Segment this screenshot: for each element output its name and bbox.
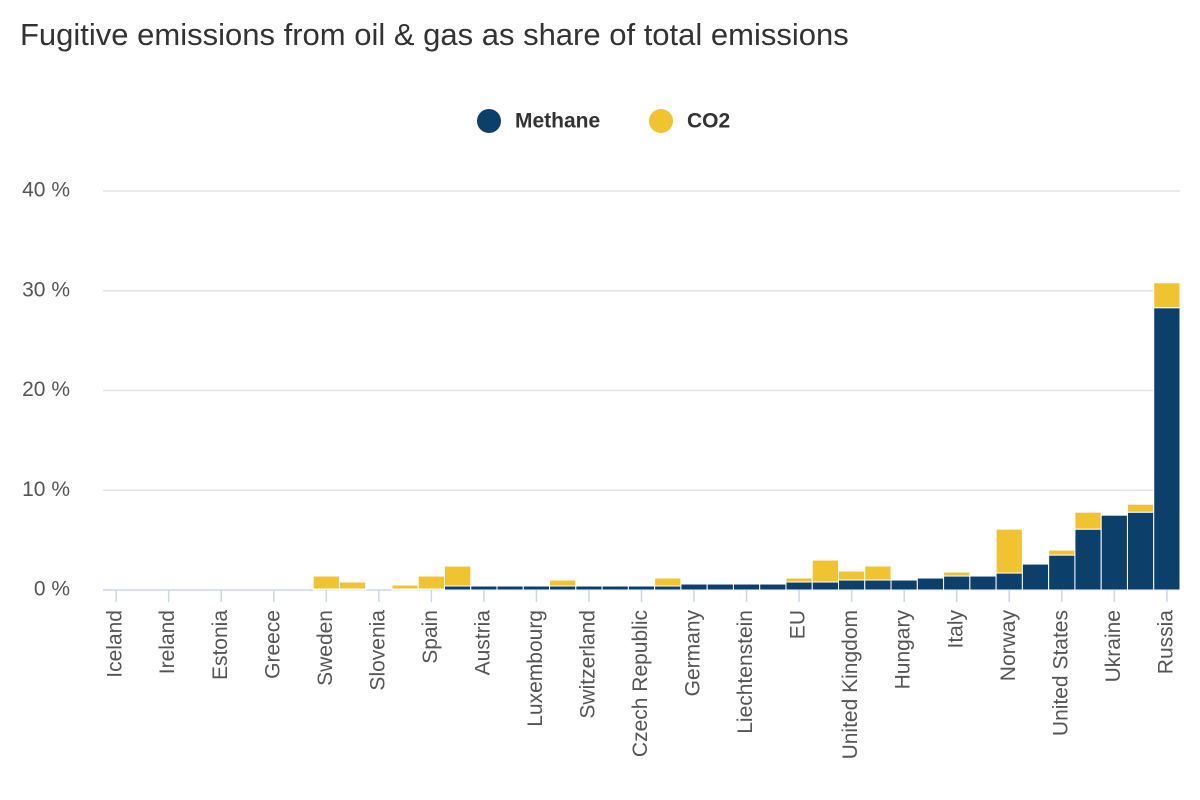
bar [759,583,787,591]
bar [943,575,971,591]
x-tick-label: United Kingdom [839,610,862,759]
bar [785,581,813,591]
x-tick-label: United States [1049,610,1072,736]
bar [864,579,892,591]
bar [627,585,656,591]
bar [732,583,761,591]
bar [1048,554,1076,591]
bar [969,575,997,591]
legend-label: Methane [515,110,600,133]
x-tick-label: Hungary [892,610,915,690]
bar [391,584,419,590]
bar [838,579,866,591]
bar [1153,307,1181,591]
x-tick-label: Spain [419,610,442,664]
bar [522,585,551,591]
bar [1074,528,1102,591]
x-tick-label: Switzerland [577,610,600,719]
bar [864,565,892,581]
y-tick-label: 40 % [22,179,70,202]
y-tick-label: 30 % [22,278,70,301]
bar [706,583,734,591]
x-tick-label: Norway [997,610,1020,682]
bar [1074,511,1102,530]
x-tick-label: EU [787,610,810,639]
x-tick-label: Luxembourg [524,610,547,727]
legend-label: CO2 [687,110,730,133]
legend-marker [477,109,501,133]
bar [995,528,1023,574]
x-tick-label: Iceland [104,610,127,678]
bar [312,575,340,590]
chart-title: Fugitive emissions from oil & gas as sha… [20,17,849,52]
x-tick-label: Russia [1154,610,1177,675]
bar [470,585,498,591]
bar [890,579,918,591]
x-tick-label: Ireland [156,610,179,674]
bar [785,577,813,583]
bar [838,570,866,581]
bar [1048,549,1076,556]
x-tick-label: Liechtenstein [734,610,757,734]
bar [601,585,629,591]
bar [943,571,971,577]
x-tick-label: Greece [261,610,284,679]
bar [338,581,367,590]
bar [443,565,472,587]
bar [1126,503,1155,513]
y-tick-label: 10 % [22,478,70,501]
x-tick-label: Estonia [209,610,232,680]
bar [1153,282,1181,309]
bar [549,585,577,591]
x-tick-label: Czech Republic [629,610,652,757]
x-tick-label: Germany [682,610,705,697]
bar [1100,514,1128,591]
x-tick-label: Sweden [314,610,337,686]
bar [443,585,472,591]
bar [654,585,682,591]
bar [496,585,524,591]
bar [680,583,708,591]
bar [654,577,682,587]
bar [1126,511,1155,591]
y-tick-label: 0 % [34,578,70,601]
x-tick-label: Slovenia [366,610,389,691]
bar [575,585,603,591]
bar [995,572,1023,591]
y-tick-label: 20 % [22,378,70,401]
bar [417,575,445,590]
bar [811,581,840,591]
bar [1021,563,1050,591]
bar [811,559,840,583]
x-tick-label: Austria [471,610,494,676]
x-tick-label: Ukraine [1102,610,1125,682]
x-tick-label: Italy [944,610,967,649]
legend-marker [649,109,673,133]
bar [549,579,577,587]
bar [916,577,945,591]
